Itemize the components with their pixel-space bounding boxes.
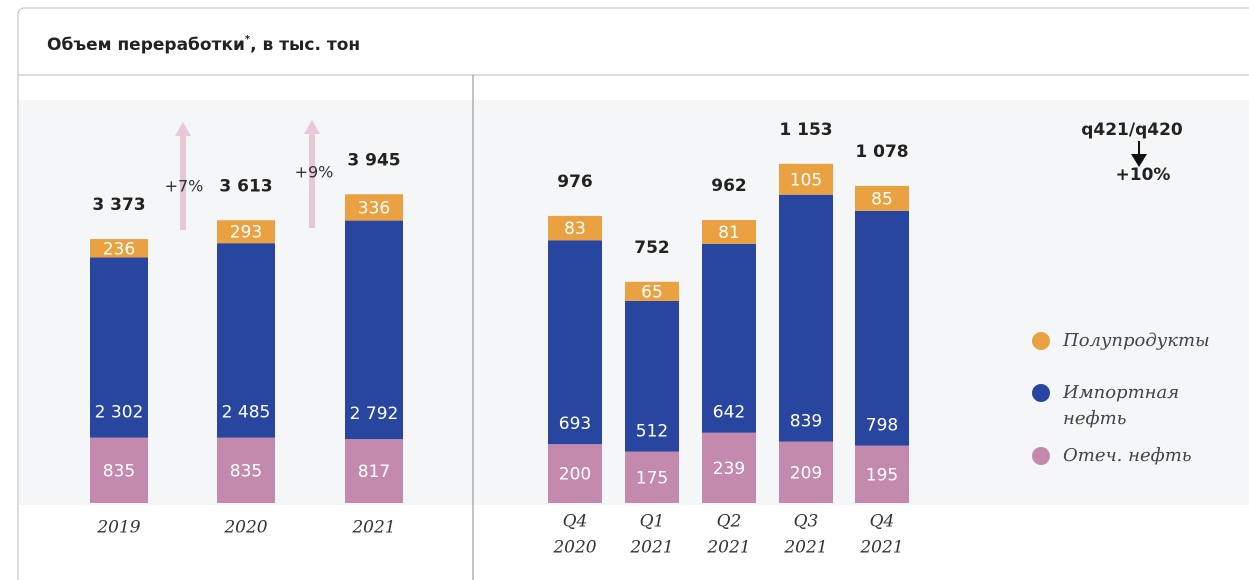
total-label: 1 078 [855,142,908,162]
x-tick-label: Q2 [717,512,742,532]
data-label: 2 792 [350,404,399,424]
data-label: 236 [103,239,135,259]
title-unit: , в тыс. тон [250,35,360,55]
data-label: 200 [559,465,591,485]
bar-segment [855,210,909,446]
data-label: 195 [866,465,898,485]
data-label: 105 [790,170,822,190]
legend-label: Импортная нефть [1063,382,1180,429]
total-label: 3 945 [347,150,400,170]
data-label: 693 [559,414,591,434]
bar-segment [625,281,679,301]
data-label: 835 [103,461,135,481]
total-label: 962 [711,176,747,196]
bar-segment [217,243,275,438]
arrow [304,120,320,228]
total-label: 1 153 [779,120,832,140]
legend-marker [1032,384,1050,402]
bar-segment [702,432,756,503]
x-tick-label: 2019 [96,518,140,538]
legend-marker [1032,447,1050,465]
bar-segment [625,300,679,452]
data-label: 336 [358,198,390,218]
bar-segment [217,220,275,244]
footnote-mark: * [245,34,251,45]
legend-label: Отеч. нефть [1063,445,1192,466]
bar-segment [548,444,602,503]
legend-marker [1032,332,1050,350]
bar-segment [217,437,275,503]
annotation: +9% [295,163,334,182]
bar-segment [548,215,602,241]
bar-segment [702,243,756,433]
total-label: 976 [557,172,593,192]
data-label: 83 [564,219,586,239]
bar-segment [90,257,148,438]
bar-segment [855,185,909,211]
total-label: 3 373 [92,195,145,215]
annotation: +10% [1116,165,1171,185]
x-tick-label: 2021 [629,538,673,558]
data-label: 293 [230,223,262,243]
bar-segment [855,445,909,503]
legend-label: Полупродукты [1063,330,1210,351]
data-label: 175 [636,468,668,488]
data-label: 85 [871,189,893,209]
data-label: 512 [636,422,668,442]
annotation: +7% [165,177,204,196]
data-label: 239 [713,459,745,479]
data-label: 81 [718,223,740,243]
x-tick-label: Q1 [640,512,665,532]
bar-segment [779,194,833,442]
data-label: 839 [790,412,822,432]
arrow [175,122,191,230]
bar-segment [90,437,148,503]
x-tick-label: Q4 [563,512,588,532]
data-label: 2 485 [222,403,271,423]
data-label: 642 [713,403,745,423]
data-label: 65 [641,282,663,302]
bar-segment [90,239,148,258]
total-label: 3 613 [219,176,272,196]
arrow [1131,154,1147,167]
x-tick-label: 2021 [706,538,750,558]
x-tick-label: Q3 [794,512,819,532]
data-label: 835 [230,461,262,481]
x-tick-label: 2021 [351,518,395,538]
title-text: Объем переработки [47,35,245,55]
data-label: 798 [866,416,898,436]
title: Объем переработки*, в тыс. тон [47,34,360,55]
bar-segment [779,163,833,195]
bar-segment [345,220,403,440]
bar-segment [345,439,403,503]
bar-segment [702,220,756,244]
data-label: 817 [358,462,390,482]
bar-segment [548,240,602,445]
bar-segment [345,194,403,221]
annotation: q421/q420 [1081,120,1183,140]
x-tick-label: 2020 [552,538,596,558]
x-tick-label: 2020 [223,518,267,538]
x-tick-label: 2021 [859,538,903,558]
x-tick-label: Q4 [870,512,895,532]
data-label: 2 302 [95,403,144,423]
bar-segment [625,451,679,503]
total-label: 752 [634,238,670,258]
x-tick-label: 2021 [783,538,827,558]
bar-segment [779,441,833,503]
data-label: 209 [790,463,822,483]
